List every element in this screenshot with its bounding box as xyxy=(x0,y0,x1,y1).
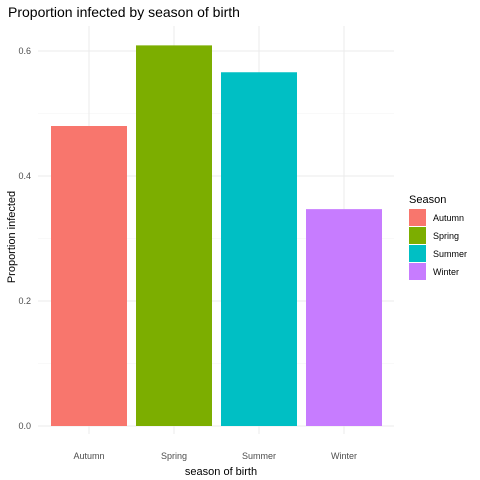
y-tick-label: 0.0 xyxy=(18,421,31,431)
y-tick-label: 0.4 xyxy=(18,171,31,181)
legend-key-autumn xyxy=(409,209,426,226)
x-tick-label: Winter xyxy=(331,451,357,461)
legend: Season Autumn Spring Summer Winter xyxy=(409,194,467,280)
x-axis-title: season of birth xyxy=(185,466,257,478)
x-tick-label: Autumn xyxy=(73,451,104,461)
y-tick-label: 0.6 xyxy=(18,46,31,56)
legend-title: Season xyxy=(409,194,446,206)
y-axis-title: Proportion infected xyxy=(6,191,18,283)
chart-title: Proportion infected by season of birth xyxy=(8,4,240,20)
x-tick-labels: Autumn Spring Summer Winter xyxy=(73,451,357,461)
bar-winter xyxy=(306,209,382,426)
bar-autumn xyxy=(51,126,127,426)
legend-label: Winter xyxy=(433,267,459,277)
bar-spring xyxy=(136,45,212,426)
x-tick-label: Spring xyxy=(161,451,187,461)
bars xyxy=(51,45,382,426)
y-tick-label: 0.2 xyxy=(18,296,31,306)
legend-items: Autumn Spring Summer Winter xyxy=(409,209,467,280)
x-tick-label: Summer xyxy=(242,451,276,461)
legend-key-summer xyxy=(409,245,426,262)
legend-key-winter xyxy=(409,263,426,280)
legend-label: Spring xyxy=(433,231,459,241)
legend-label: Summer xyxy=(433,249,467,259)
legend-label: Autumn xyxy=(433,213,464,223)
y-tick-labels: 0.0 0.2 0.4 0.6 xyxy=(18,46,31,431)
bar-summer xyxy=(221,72,297,426)
legend-key-spring xyxy=(409,227,426,244)
